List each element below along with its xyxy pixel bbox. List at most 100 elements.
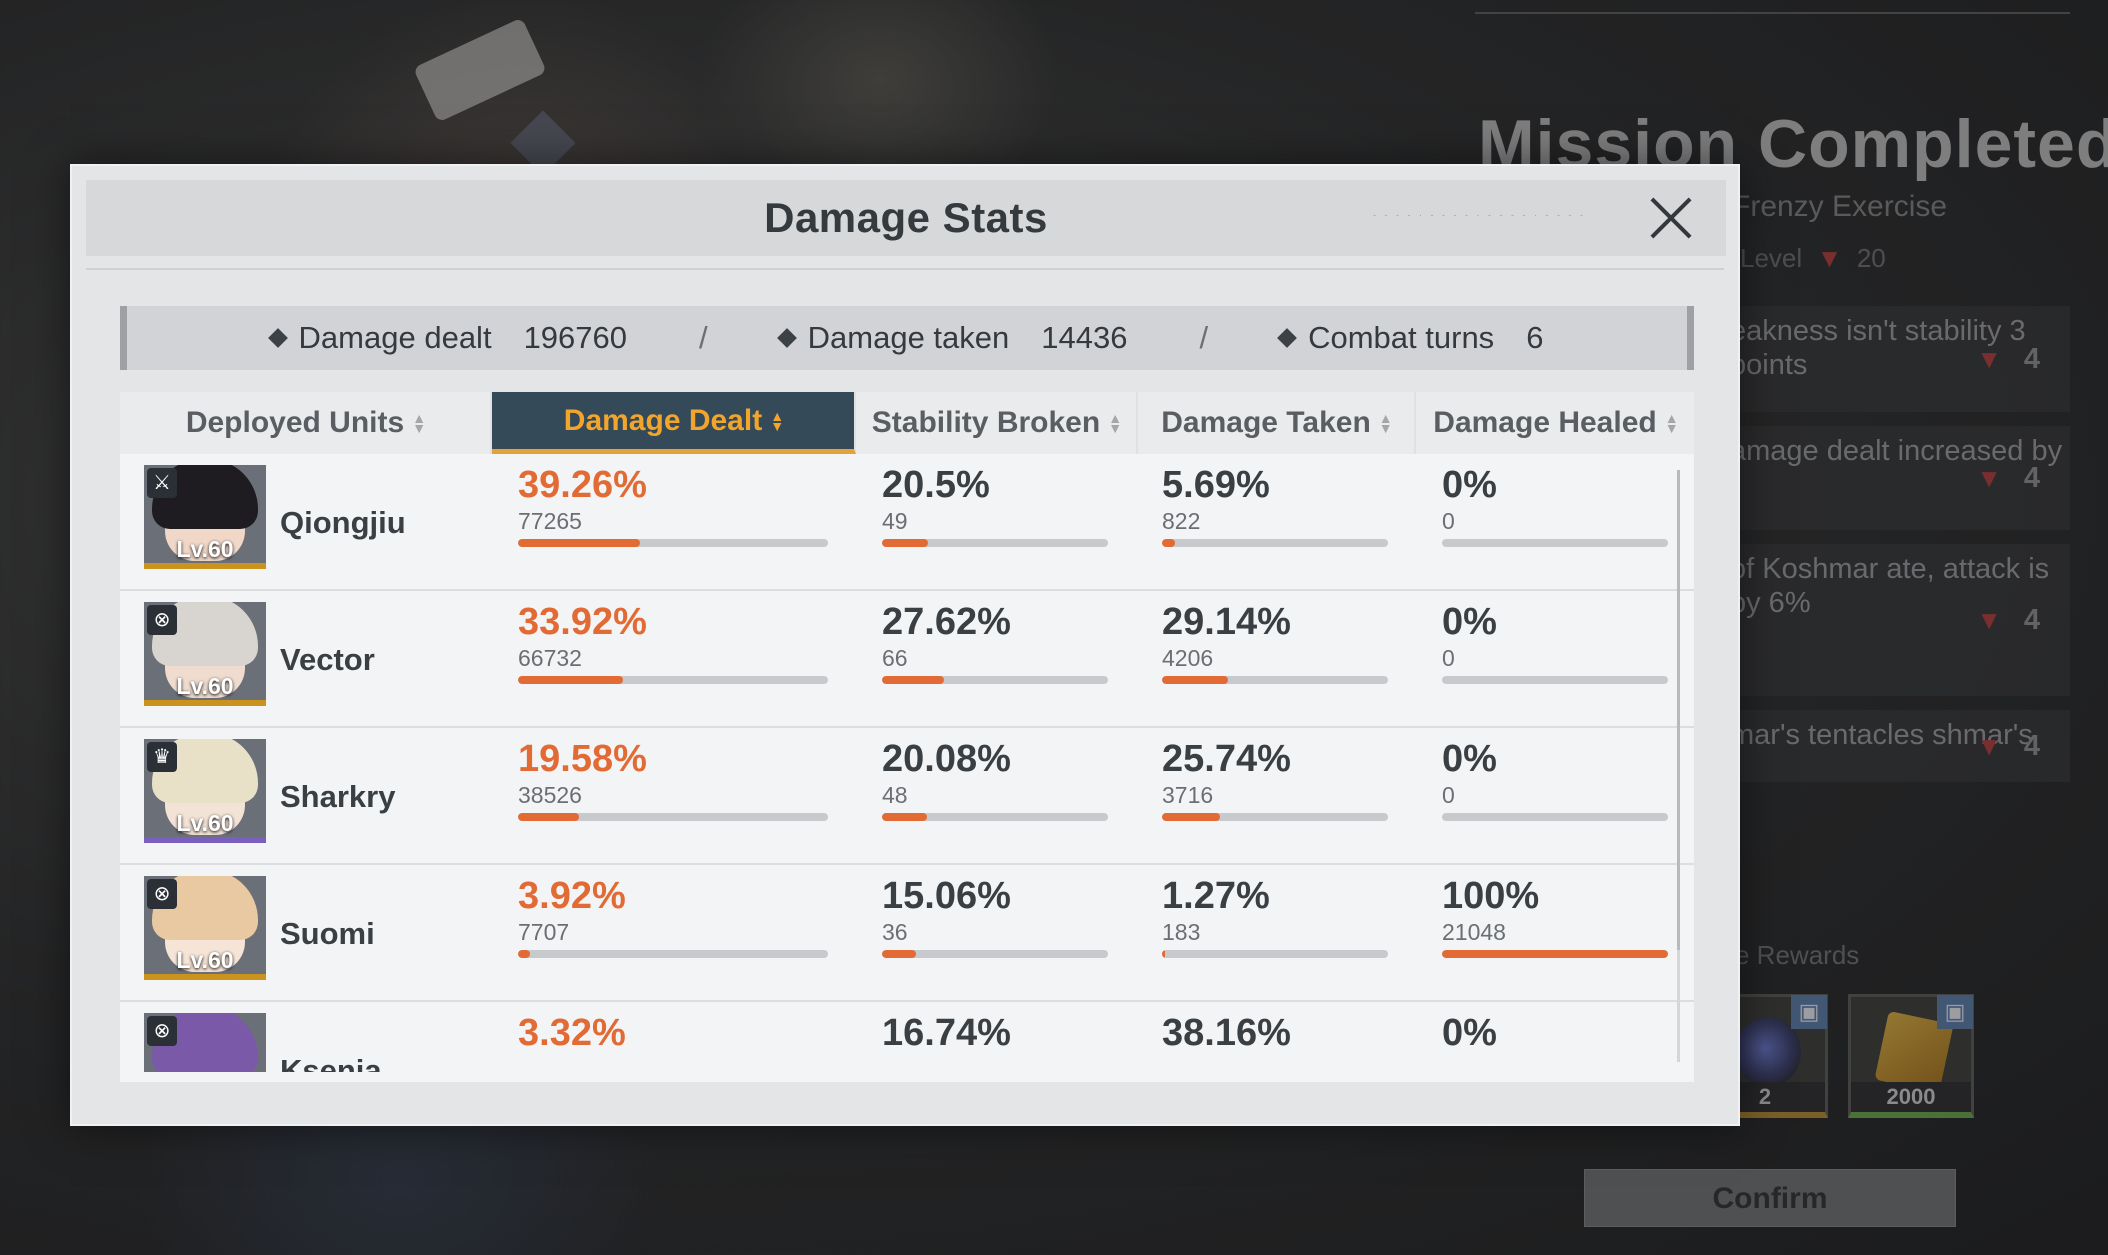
task-item: of Koshmar ate, attack is by 6% ▼ 4 [1700, 544, 2070, 696]
stability-broken-percent: 15.06% [882, 875, 1011, 917]
damage-healed-value: 0 [1442, 782, 1455, 808]
unit-cell: ⚔ Lv.60 Qiongjiu [120, 454, 492, 591]
side-divider [1475, 12, 2070, 14]
reward-item[interactable]: ▣ 2000 [1848, 994, 1974, 1118]
table-row[interactable]: ⊗ Lv.60 Vector 33.92% 66732 27.62% 66 29… [120, 591, 1694, 728]
damage-taken-percent: 1.27% [1162, 875, 1270, 917]
damage-dealt-percent: 19.58% [518, 738, 647, 780]
difficulty-triangle-icon: ▼ [1976, 463, 2002, 493]
damage-healed-bar [1442, 813, 1668, 821]
stability-broken-value: 36 [882, 919, 908, 945]
stability-broken-percent: 27.62% [882, 601, 1011, 643]
column-header-damage-dealt[interactable]: Damage Dealt ▲ ▼ [492, 392, 856, 454]
summary-damage-taken-label: Damage taken [807, 320, 1010, 355]
task-count: 4 [2023, 343, 2040, 375]
sort-icon: ▲ ▼ [412, 410, 427, 436]
summary-damage-dealt-value: 196760 [523, 320, 628, 355]
table-row[interactable]: ⚔ Lv.60 Qiongjiu 39.26% 77265 20.5% 49 5… [120, 454, 1694, 591]
summary-combat-turns: Combat turns 6 [1277, 320, 1543, 356]
diamond-icon [776, 328, 797, 348]
modal-header: Damage Stats - - - - · - - - - · - - - -… [86, 180, 1726, 256]
table-scrollbar[interactable] [1677, 470, 1680, 1062]
level-label: Level [1740, 243, 1803, 273]
stability-broken-bar-fill [882, 950, 917, 958]
stability-broken-bar [882, 676, 1108, 684]
table-row[interactable]: ⊗ Ksenia 3.32% 16.74% 38.16% 0% [120, 1002, 1694, 1072]
unit-level: Lv.60 [176, 810, 234, 836]
damage-dealt-bar-fill [518, 539, 640, 547]
damage-taken-percent: 38.16% [1162, 1012, 1291, 1054]
task-text: eakness isn't stability 3 points [1730, 315, 2026, 381]
column-header-damage-healed[interactable]: Damage Healed ▲ ▼ [1416, 392, 1694, 454]
close-icon[interactable] [1640, 188, 1700, 248]
column-header-damage-taken[interactable]: Damage Taken ▲ ▼ [1138, 392, 1416, 454]
column-header-deployed-units[interactable]: Deployed Units ▲ ▼ [120, 392, 492, 454]
class-icon: ⊗ [147, 605, 177, 635]
damage-dealt-percent: 39.26% [518, 464, 647, 506]
unit-cell: ⊗ Ksenia [120, 1002, 492, 1072]
damage-healed-percent: 0% [1442, 1012, 1497, 1054]
level-triangle-icon: ▼ [1809, 243, 1850, 273]
table-body[interactable]: ⚔ Lv.60 Qiongjiu 39.26% 77265 20.5% 49 5… [120, 454, 1694, 1072]
difficulty-triangle-icon: ▼ [1976, 344, 2002, 374]
confirm-button[interactable]: Confirm [1584, 1169, 1956, 1227]
sort-icon: ▲ ▼ [770, 407, 785, 434]
unit-portrait: ♛ Lv.60 [144, 739, 266, 843]
summary-damage-dealt-label: Damage dealt [298, 320, 492, 355]
decorative-code-text: - - - - · - - - - · - - - - · - - - - [1373, 210, 1586, 220]
column-header-label: Damage Dealt [563, 403, 763, 437]
diamond-icon [267, 328, 288, 348]
damage-dealt-bar [518, 813, 828, 821]
damage-dealt-value: 66732 [518, 645, 582, 671]
damage-taken-bar [1162, 676, 1388, 684]
stats-table: Deployed Units ▲ ▼ Damage Dealt ▲ ▼ Stabil… [120, 392, 1694, 1082]
damage-dealt-percent: 3.32% [518, 1012, 626, 1054]
unit-name: Vector [280, 641, 375, 677]
damage-dealt-bar [518, 950, 828, 958]
column-header-stability-broken[interactable]: Stability Broken ▲ ▼ [856, 392, 1138, 454]
class-icon: ⊗ [147, 879, 177, 909]
class-icon: ⊗ [147, 1016, 177, 1046]
modal-title: Damage Stats [764, 194, 1048, 241]
column-header-label: Damage Taken [1161, 406, 1371, 439]
unit-portrait: ⊗ [144, 1013, 266, 1072]
class-icon: ⚔ [147, 468, 177, 498]
header-divider [86, 268, 1724, 270]
table-row[interactable]: ⊗ Lv.60 Suomi 3.92% 7707 15.06% 36 1.27% [120, 865, 1694, 1002]
stability-broken-value: 49 [882, 508, 908, 534]
task-count: 4 [2023, 730, 2040, 762]
sort-icon: ▲ ▼ [1664, 410, 1679, 436]
stability-broken-percent: 16.74% [882, 1012, 1011, 1054]
unit-level: Lv.60 [176, 947, 234, 973]
damage-taken-value: 822 [1162, 508, 1201, 534]
damage-healed-value: 21048 [1442, 919, 1506, 945]
damage-taken-bar [1162, 813, 1388, 821]
damage-dealt-value: 77265 [518, 508, 582, 534]
damage-healed-bar [1442, 539, 1668, 547]
damage-stats-modal: Damage Stats - - - - · - - - - · - - - -… [70, 164, 1740, 1126]
stability-broken-bar-fill [882, 539, 929, 547]
scrollbar-thumb[interactable] [1677, 470, 1680, 950]
task-item: amage dealt increased by ▼ 4 [1700, 426, 2070, 530]
stability-broken-percent: 20.5% [882, 464, 990, 506]
damage-taken-value: 4206 [1162, 645, 1214, 671]
stability-broken-bar [882, 950, 1108, 958]
damage-dealt-bar-fill [518, 676, 624, 684]
damage-healed-percent: 0% [1442, 738, 1497, 780]
damage-taken-bar [1162, 950, 1388, 958]
table-header: Deployed Units ▲ ▼ Damage Dealt ▲ ▼ Stabil… [120, 392, 1694, 454]
damage-taken-percent: 25.74% [1162, 738, 1291, 780]
task-item: mar's tentacles shmar's ▼ 4 [1700, 710, 2070, 782]
stability-broken-bar-fill [882, 813, 928, 821]
damage-dealt-bar [518, 676, 828, 684]
unit-cell: ♛ Lv.60 Sharkry [120, 728, 492, 865]
unit-level: Lv.60 [176, 673, 234, 699]
sort-icon: ▲ ▼ [1378, 410, 1393, 436]
gift-icon: ▣ [1937, 995, 1973, 1029]
damage-healed-percent: 0% [1442, 601, 1497, 643]
unit-cell: ⊗ Lv.60 Vector [120, 591, 492, 728]
summary-bar: Damage dealt 196760 / Damage taken 14436… [120, 306, 1694, 370]
damage-taken-bar-fill [1162, 950, 1165, 958]
damage-healed-value: 0 [1442, 645, 1455, 671]
table-row[interactable]: ♛ Lv.60 Sharkry 19.58% 38526 20.08% 48 2… [120, 728, 1694, 865]
